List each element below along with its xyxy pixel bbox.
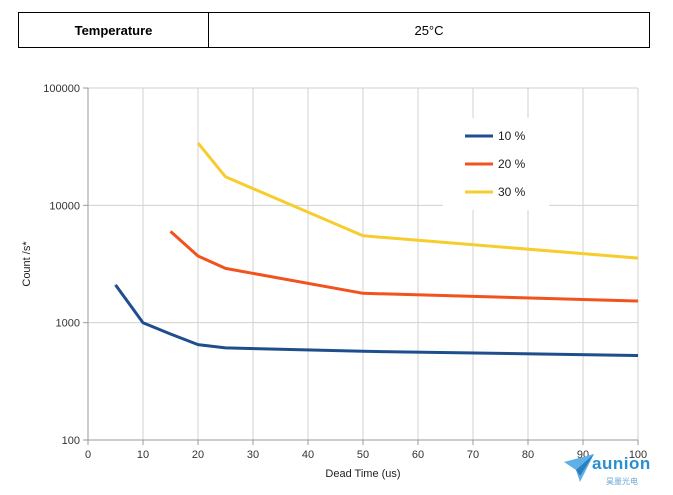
y-axis-title: Count /s* (21, 241, 33, 287)
y-tick-label: 1000 (56, 318, 80, 330)
x-tick-label: 80 (522, 449, 534, 461)
x-tick-label: 10 (137, 449, 149, 461)
legend-box (443, 118, 549, 210)
x-tick-label: 0 (85, 449, 91, 461)
legend-label: 30 % (498, 185, 526, 199)
legend-label: 20 % (498, 157, 526, 171)
x-axis-title: Dead Time (us) (325, 468, 400, 480)
x-tick-label: 30 (247, 449, 259, 461)
y-tick-label: 100 (62, 435, 80, 447)
series-line-10-percent (114, 284, 639, 357)
temperature-label: Temperature (19, 13, 209, 47)
x-tick-label: 50 (357, 449, 369, 461)
x-tick-label: 20 (192, 449, 204, 461)
x-tick-label: 40 (302, 449, 314, 461)
x-tick-label: 60 (412, 449, 424, 461)
legend-label: 10 % (498, 129, 526, 143)
series-line-20-percent (169, 230, 639, 303)
logo-subtext: 昊量光电 (606, 477, 638, 486)
header-table: Temperature 25°C (18, 12, 650, 48)
paper-plane-icon (564, 454, 594, 482)
x-tick-label: 70 (467, 449, 479, 461)
aunion-logo: aunion 昊量光电 (562, 452, 666, 490)
y-tick-label: 100000 (43, 83, 80, 95)
x-tick-label: 100 (629, 449, 647, 461)
series-line-30-percent (196, 142, 639, 260)
chart-series (114, 142, 639, 357)
chart-legend: 10 % 20 % 30 % (443, 118, 549, 210)
y-tick-label: 10000 (49, 200, 80, 212)
chart-grid (83, 87, 639, 445)
temperature-value: 25°C (414, 22, 444, 38)
logo-text: aunion (592, 454, 651, 473)
